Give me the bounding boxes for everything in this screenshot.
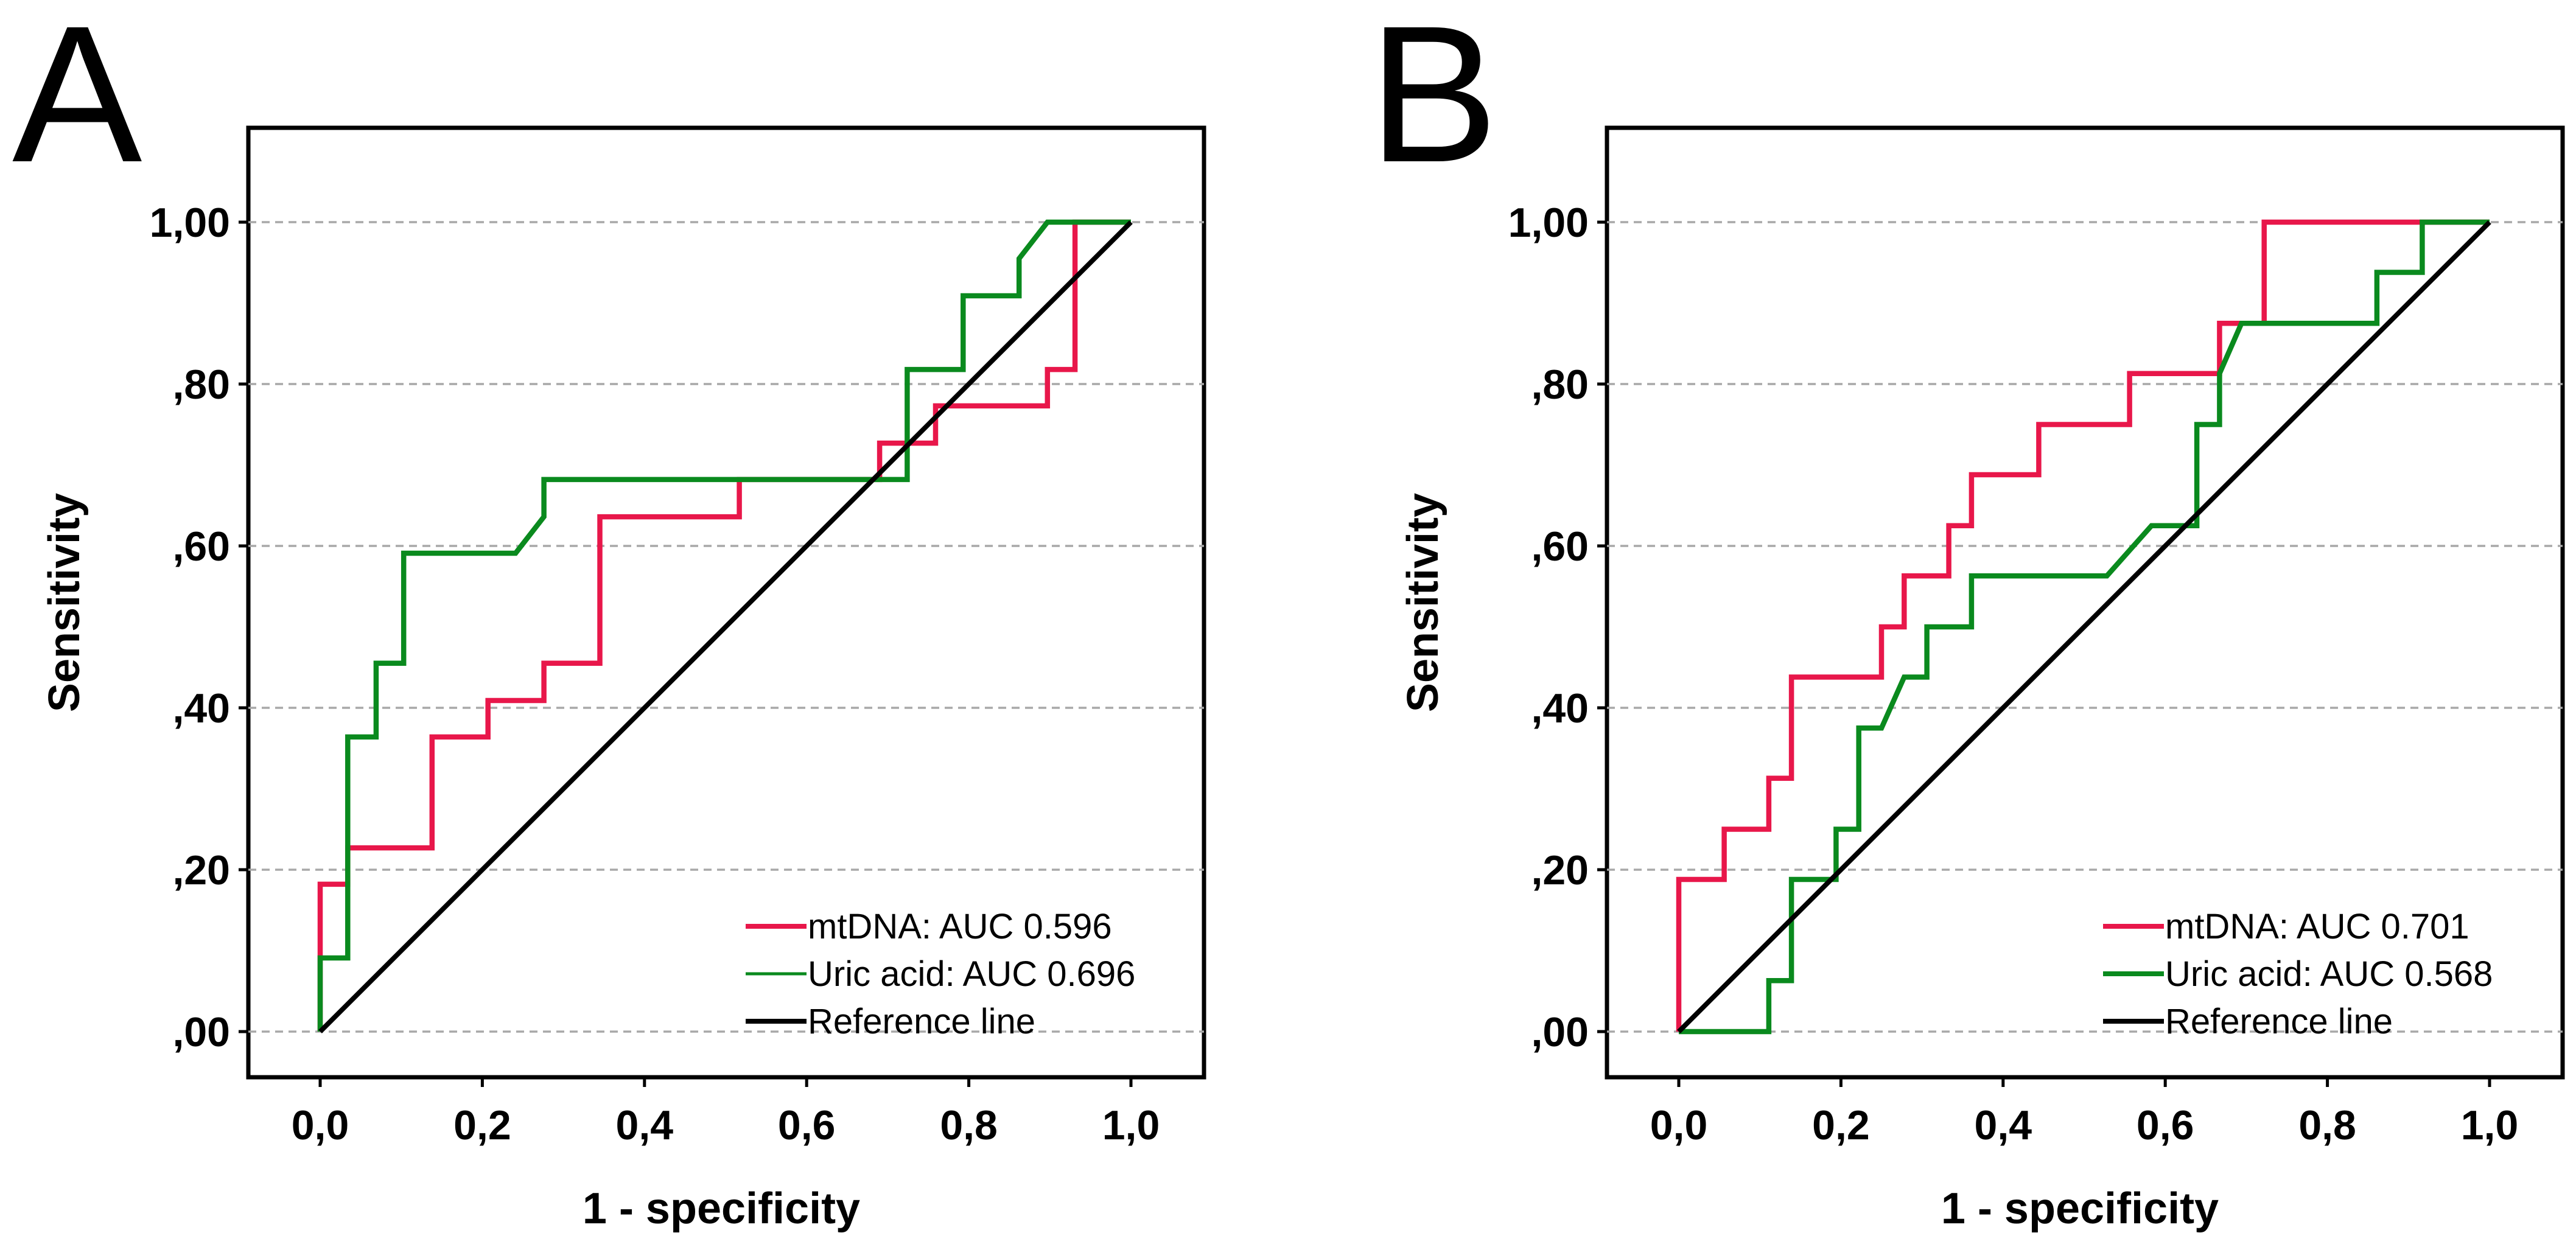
panel-a-ytick-label: ,40 — [172, 685, 230, 732]
panel-b-legend-label-reference-line: Reference line — [2165, 1002, 2393, 1041]
panel-b-legend-label-uric-acid: Uric acid: AUC 0.568 — [2165, 954, 2493, 994]
panel-b-ytick-label: ,80 — [1531, 362, 1589, 408]
panel-a-x-axis-title: 1 - specificity — [583, 1184, 860, 1233]
panel-b-xtick-label: 0,4 — [1975, 1102, 2032, 1148]
panel-b-series-reference-line — [1677, 220, 2491, 1033]
panel-a-series-mtdna — [317, 219, 1131, 1032]
panel-b-series-uric-acid — [1679, 219, 2490, 1035]
panel-a-xtick-label: 0,4 — [616, 1102, 674, 1148]
panel-b-ytick-label: 1,00 — [1508, 200, 1589, 246]
panel-b-plot-frame — [1605, 125, 2565, 1080]
panel-a-legend: mtDNA: AUC 0.596 Uric acid: AUC 0.696 Refe… — [746, 907, 1135, 1041]
panel-a-series-reference-line — [318, 220, 1133, 1033]
panel-b-y-axis-title: Sensitivity — [1399, 493, 1447, 712]
panel-b-letter: B — [1368, 0, 1498, 203]
panel-a-ytick-label: ,60 — [172, 523, 230, 570]
panel-a-xtick-label: 0,0 — [292, 1102, 349, 1148]
panel-a-legend-label-uric-acid: Uric acid: AUC 0.696 — [808, 954, 1135, 994]
panel-a-legend-label-reference-line: Reference line — [808, 1002, 1035, 1041]
panel-b-x-axis-title: 1 - specificity — [1941, 1184, 2219, 1233]
panel-b-ytick-label: ,40 — [1531, 685, 1589, 732]
panel-a-ytick-label: 1,00 — [150, 200, 230, 246]
panel-a-series-uric-acid — [317, 219, 1131, 1032]
panel-a-legend-label-mtdna: mtDNA: AUC 0.596 — [808, 907, 1112, 946]
panel-a: A ,00 ,20 ,40 ,60 ,80 1,00 0,0 0,2 0,4 0,6 0,8 1,0 1 … — [12, 0, 1206, 1233]
panel-a-ytick-label: ,00 — [172, 1009, 230, 1055]
panel-a-ytick-label: ,20 — [172, 847, 230, 893]
panel-b-ytick-label: ,60 — [1531, 523, 1589, 570]
panel-a-xtick-label: 0,8 — [940, 1102, 998, 1148]
panel-b-ytick-label: ,00 — [1531, 1009, 1589, 1055]
panel-a-letter: A — [12, 0, 143, 203]
panel-b-xtick-label: 0,8 — [2298, 1102, 2356, 1148]
panel-b-legend: mtDNA: AUC 0.701 Uric acid: AUC 0.568 Refe… — [2103, 907, 2493, 1041]
panel-a-plot-frame — [246, 125, 1206, 1080]
panel-b-legend-label-mtdna: mtDNA: AUC 0.701 — [2165, 907, 2469, 946]
panel-a-y-axis-title: Sensitivity — [40, 493, 89, 712]
panel-a-xtick-label: 0,2 — [453, 1102, 511, 1148]
panel-b: B ,00 ,20 ,40 ,60 ,80 1,00 0,0 0,2 0,4 0,6 0,8 1,0 1 … — [1368, 0, 2565, 1233]
panel-b-xtick-label: 1,0 — [2461, 1102, 2519, 1148]
panel-b-xtick-label: 0,6 — [2137, 1102, 2194, 1148]
panel-b-ytick-label: ,20 — [1531, 847, 1589, 893]
panel-a-ytick-label: ,80 — [172, 362, 230, 408]
panel-a-xtick-label: 1,0 — [1102, 1102, 1160, 1148]
panel-a-xtick-label: 0,6 — [778, 1102, 836, 1148]
panel-b-xtick-label: 0,2 — [1812, 1102, 1870, 1148]
panel-b-xtick-label: 0,0 — [1650, 1102, 1708, 1148]
